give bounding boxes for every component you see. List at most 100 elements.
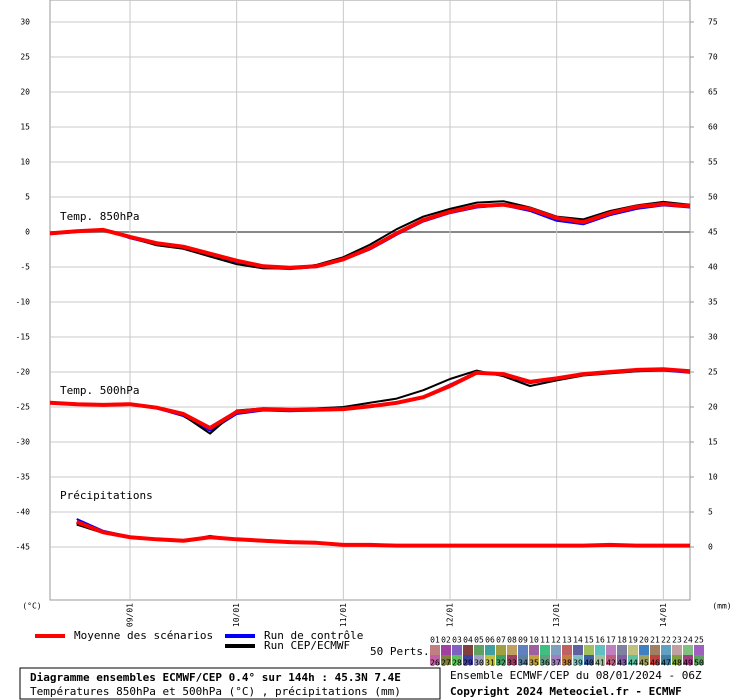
perturbation-swatch xyxy=(452,645,462,655)
perturbation-swatch xyxy=(606,645,616,655)
perturbation-label: 39 xyxy=(573,659,583,668)
run-info: Ensemble ECMWF/CEP du 08/01/2024 - 06Z xyxy=(450,669,702,682)
perturbation-swatch xyxy=(672,645,682,655)
perturbation-swatch xyxy=(694,655,704,665)
perturbation-swatch xyxy=(441,645,451,655)
y2-tick-label: 0 xyxy=(708,543,713,552)
y2-tick-label: 70 xyxy=(708,52,718,61)
perturbation-swatch xyxy=(628,645,638,655)
perturbation-swatch xyxy=(683,645,693,655)
y-tick-label: -25 xyxy=(16,403,31,412)
perturbation-label: 22 xyxy=(661,636,671,645)
y-tick-label: 30 xyxy=(20,17,30,26)
perturbation-swatch xyxy=(661,645,671,655)
series-line xyxy=(75,519,690,548)
perturbation-swatch xyxy=(628,655,638,665)
perturbation-label: 48 xyxy=(672,659,682,668)
y2-tick-label: 35 xyxy=(708,297,718,306)
perturbation-swatch xyxy=(650,655,660,665)
perturbation-swatch xyxy=(650,645,660,655)
perturbation-label: 46 xyxy=(650,659,660,668)
perturbation-label: 42 xyxy=(606,659,616,668)
y-tick-label: -20 xyxy=(16,367,31,376)
y-tick-label: 5 xyxy=(25,192,30,201)
y-tick-label: -10 xyxy=(16,297,31,306)
perturbation-swatch xyxy=(441,655,451,665)
perturbation-label: 18 xyxy=(617,636,627,645)
perturbation-label: 33 xyxy=(507,659,517,668)
perturbation-swatch xyxy=(452,655,462,665)
perturbation-label: 23 xyxy=(672,636,682,645)
y2-tick-label: 25 xyxy=(708,367,718,376)
perturbation-swatch xyxy=(683,655,693,665)
perturbation-swatch xyxy=(507,645,517,655)
x-tick-label: 09/01 xyxy=(126,603,135,627)
perturbation-swatch xyxy=(540,645,550,655)
y-unit: (°C) xyxy=(22,602,41,611)
perturbation-swatch xyxy=(551,655,561,665)
perturbation-label: 24 xyxy=(683,636,693,645)
perturbation-swatch xyxy=(595,645,605,655)
perturbation-label: 17 xyxy=(606,636,616,645)
perturbation-label: 43 xyxy=(617,659,627,668)
perturbation-label: 28 xyxy=(452,659,462,668)
y2-tick-label: 45 xyxy=(708,227,718,236)
perturbation-label: 07 xyxy=(496,636,506,645)
perturbation-swatch xyxy=(430,655,440,665)
perturbation-label: 47 xyxy=(661,659,671,668)
y-tick-label: 0 xyxy=(25,227,30,236)
perturbation-label: 29 xyxy=(463,659,473,668)
footer-title: Diagramme ensembles ECMWF/CEP 0.4° sur 1… xyxy=(30,671,401,684)
series-group-label: Précipitations xyxy=(60,489,153,502)
perturbation-label: 49 xyxy=(683,659,693,668)
series-group-label: Temp. 850hPa xyxy=(60,210,139,223)
x-tick-label: 12/01 xyxy=(446,603,455,627)
perturbation-label: 38 xyxy=(562,659,572,668)
footer-subtitle: Températures 850hPa et 500hPa (°C) , pré… xyxy=(30,685,401,698)
perturbation-label: 20 xyxy=(639,636,649,645)
y-tick-label: -45 xyxy=(16,543,31,552)
y2-tick-label: 5 xyxy=(708,508,713,517)
x-tick-label: 10/01 xyxy=(232,603,241,627)
perturbation-swatch xyxy=(540,655,550,665)
perturbation-label: 26 xyxy=(430,659,440,668)
perturbation-label: 45 xyxy=(639,659,649,668)
perturbation-label: 02 xyxy=(441,636,451,645)
perturbation-label: 40 xyxy=(584,659,594,668)
perturbation-swatch xyxy=(639,655,649,665)
perturbation-label: 31 xyxy=(485,659,495,668)
perturbation-label: 04 xyxy=(463,636,473,645)
perturbation-label: 50 xyxy=(694,659,704,668)
y2-tick-label: 65 xyxy=(708,87,718,96)
perturbation-swatch xyxy=(485,655,495,665)
perturbation-swatch xyxy=(518,645,528,655)
perturbation-swatch xyxy=(617,655,627,665)
perturbation-swatch xyxy=(496,655,506,665)
perturbation-swatch xyxy=(463,645,473,655)
perturbation-label: 41 xyxy=(595,659,605,668)
y2-tick-label: 40 xyxy=(708,262,718,271)
perturbation-swatch xyxy=(430,645,440,655)
x-tick-label: 13/01 xyxy=(552,603,561,627)
perturbation-label: 16 xyxy=(595,636,605,645)
y2-tick-label: 10 xyxy=(708,473,718,482)
y2-tick-label: 30 xyxy=(708,332,718,341)
perturbation-swatch xyxy=(672,655,682,665)
perturbation-label: 35 xyxy=(529,659,539,668)
perturbation-label: 37 xyxy=(551,659,561,668)
y2-tick-label: 60 xyxy=(708,122,718,131)
y2-tick-label: 55 xyxy=(708,157,718,166)
perturbation-label: 06 xyxy=(485,636,495,645)
perturbation-label: 25 xyxy=(694,636,704,645)
perturbation-swatch xyxy=(584,655,594,665)
perturbation-label: 01 xyxy=(430,636,440,645)
x-tick-label: 11/01 xyxy=(339,603,348,627)
footer-box xyxy=(19,667,441,700)
perturbation-label: 21 xyxy=(650,636,660,645)
perturbation-label: 11 xyxy=(540,636,550,645)
series-line xyxy=(49,367,691,431)
legend-label: Run CEP/ECMWF xyxy=(264,639,350,652)
perturbation-label: 15 xyxy=(584,636,594,645)
copyright: Copyright 2024 Meteociel.fr - ECMWF xyxy=(450,685,682,698)
